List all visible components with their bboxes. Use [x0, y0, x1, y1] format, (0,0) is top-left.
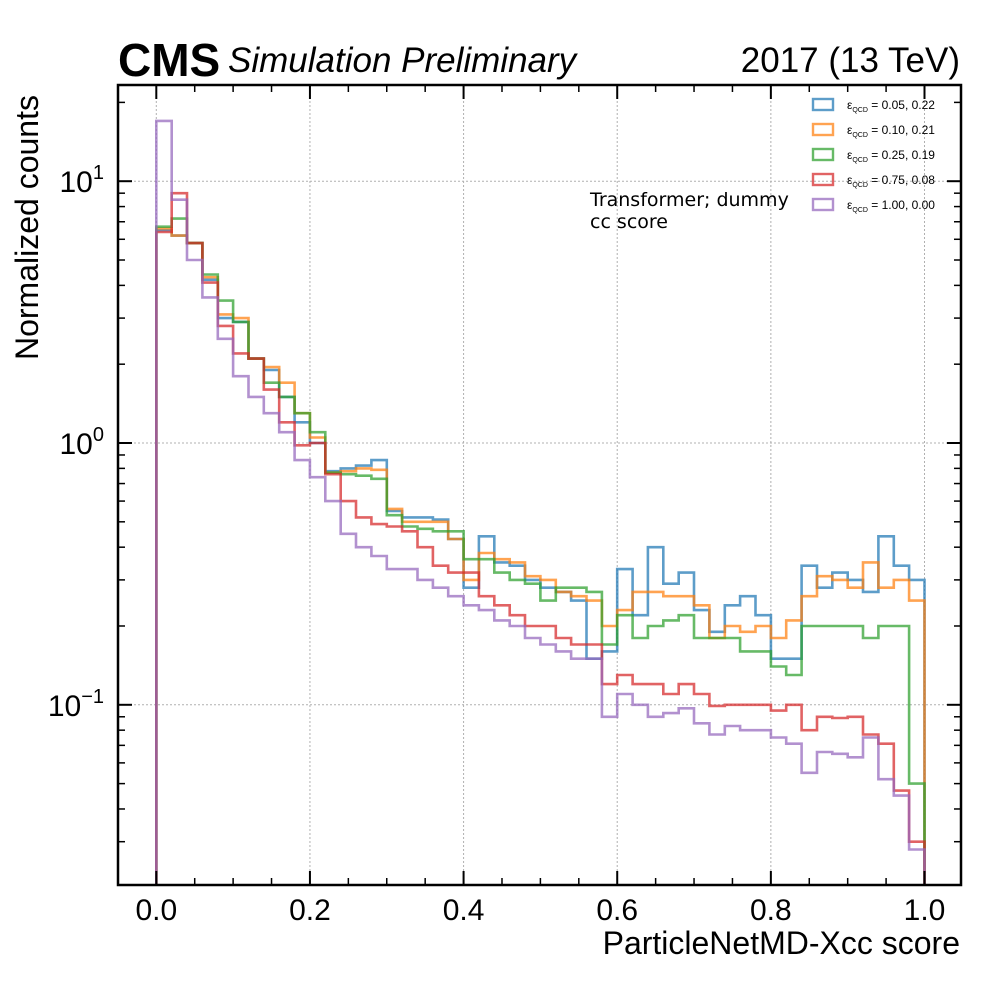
legend-entry-label: εQCD = 1.00, 0.00	[847, 198, 935, 214]
grid-lines	[118, 85, 961, 885]
x-tick-label: 1.0	[904, 894, 946, 927]
legend-swatch	[811, 197, 835, 212]
legend-value: = 0.10, 0.21	[868, 123, 935, 137]
y-tick-exponent: 0	[93, 424, 104, 446]
legend-value: = 0.75, 0.08	[868, 173, 935, 187]
legend-value: = 1.00, 0.00	[868, 198, 935, 212]
histogram-series-5	[155, 119, 926, 885]
legend-value: = 0.25, 0.19	[868, 148, 935, 162]
legend-epsilon: ε	[847, 148, 853, 162]
legend-swatch	[811, 97, 835, 112]
histogram-series-3	[155, 217, 926, 885]
legend-swatch	[811, 122, 835, 137]
plot-frame	[116, 83, 963, 887]
legend-entry-label: εQCD = 0.75, 0.08	[847, 173, 935, 189]
legend-epsilon: ε	[847, 173, 853, 187]
histogram-series	[155, 119, 926, 885]
legend-epsilon: ε	[847, 198, 853, 212]
legend-subscript: QCD	[852, 107, 868, 114]
legend-swatch	[811, 172, 835, 187]
y-tick-base: 10	[48, 690, 81, 723]
legend-entry-label: εQCD = 0.25, 0.19	[847, 148, 935, 164]
y-tick-exponent: 1	[93, 162, 104, 184]
simulation-status: Simulation Preliminary	[228, 41, 579, 80]
y-tick-exponent: −1	[81, 686, 104, 708]
x-tick-label: 0.0	[135, 894, 177, 927]
x-tick-label: 0.8	[750, 894, 792, 927]
x-tick-label: 0.2	[289, 894, 331, 927]
legend-subscript: QCD	[852, 207, 868, 214]
histogram-series-4	[155, 191, 926, 885]
annotation-line-2: cc score	[590, 211, 668, 233]
legend-entry-label: εQCD = 0.05, 0.22	[847, 98, 935, 114]
histogram-series-1	[155, 228, 926, 885]
legend-subscript: QCD	[852, 157, 868, 164]
y-tick-label: 100	[60, 424, 105, 461]
x-tick-label: 0.4	[443, 894, 485, 927]
legend-swatch	[811, 147, 835, 162]
legend-value: = 0.05, 0.22	[868, 98, 935, 112]
x-tick-label: 0.6	[596, 894, 638, 927]
cms-label: CMS	[118, 34, 220, 86]
x-axis-label: ParticleNetMD-Xcc score	[603, 925, 960, 961]
lumi-label: 2017 (13 TeV)	[741, 41, 960, 80]
annotation-line-1: Transformer; dummy	[589, 189, 789, 211]
legend-epsilon: ε	[847, 98, 853, 112]
legend-epsilon: ε	[847, 123, 853, 137]
y-tick-base: 10	[60, 428, 93, 461]
y-tick-label: 101	[60, 162, 105, 199]
legend-entry-label: εQCD = 0.10, 0.21	[847, 123, 935, 139]
legend-subscript: QCD	[852, 182, 868, 189]
y-axis-label: Normalized counts	[9, 95, 45, 360]
y-tick-label: 10−1	[48, 686, 104, 723]
y-tick-base: 10	[60, 166, 93, 199]
histogram-series-2	[155, 227, 926, 885]
legend-subscript: QCD	[852, 132, 868, 139]
